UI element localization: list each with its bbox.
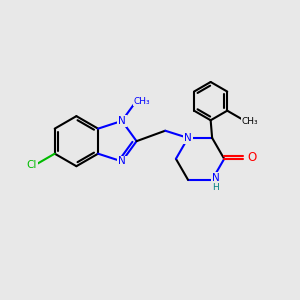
Text: N: N	[212, 173, 220, 183]
Text: H: H	[212, 184, 219, 193]
Text: N: N	[118, 156, 126, 167]
Text: O: O	[248, 151, 257, 164]
Text: CH₃: CH₃	[242, 117, 259, 126]
Text: N: N	[184, 133, 192, 143]
Text: CH₃: CH₃	[134, 97, 150, 106]
Text: Cl: Cl	[26, 160, 37, 170]
Text: N: N	[118, 116, 126, 126]
